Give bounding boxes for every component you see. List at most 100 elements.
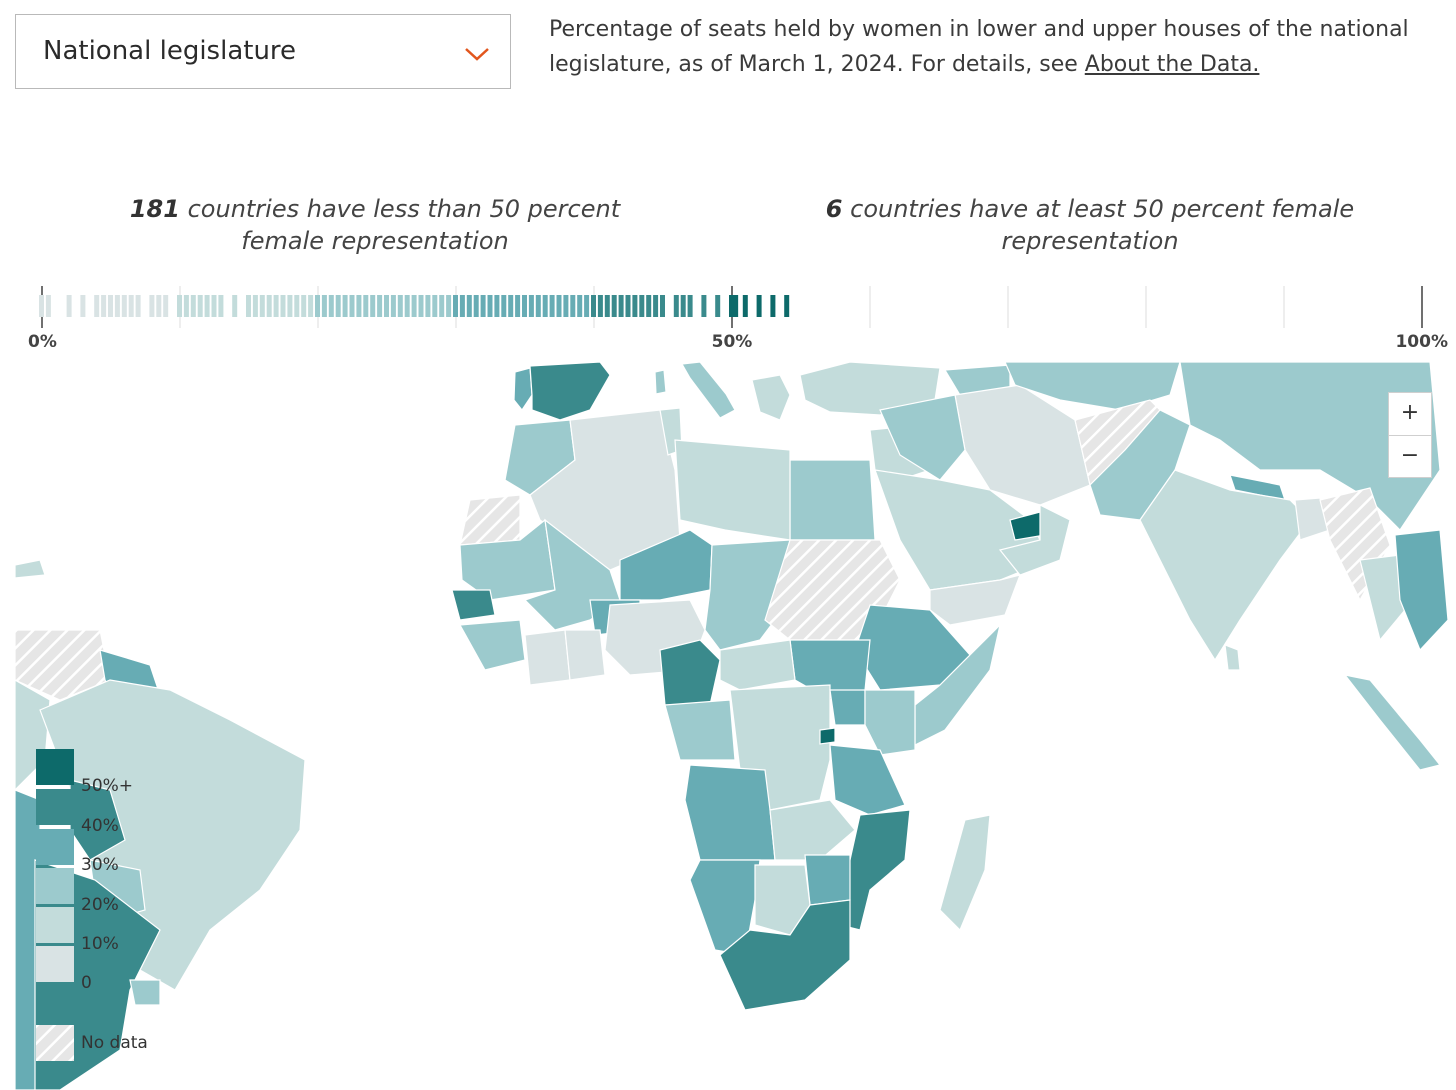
- country-tick[interactable]: [321, 295, 327, 317]
- country-tick[interactable]: [563, 295, 569, 317]
- country-tick[interactable]: [218, 295, 224, 317]
- country-tick[interactable]: [632, 295, 638, 317]
- country-tick[interactable]: [135, 295, 141, 317]
- country-tick[interactable]: [446, 295, 452, 317]
- country-tick[interactable]: [618, 295, 624, 317]
- country-tick[interactable]: [480, 295, 486, 317]
- country-tick[interactable]: [646, 295, 652, 317]
- about-data-link[interactable]: About the Data.: [1084, 52, 1260, 77]
- country-tick[interactable]: [128, 295, 134, 317]
- country-tick[interactable]: [549, 295, 555, 317]
- country-tick[interactable]: [535, 295, 541, 317]
- country-tick[interactable]: [266, 295, 272, 317]
- country-tick[interactable]: [377, 295, 383, 317]
- country-tick[interactable]: [584, 295, 590, 317]
- country-tick[interactable]: [149, 295, 155, 317]
- country-tick[interactable]: [411, 295, 417, 317]
- country-tick[interactable]: [363, 295, 369, 317]
- country-tick[interactable]: [556, 295, 562, 317]
- country-tick[interactable]: [328, 295, 334, 317]
- country-tick[interactable]: [232, 295, 238, 317]
- country-tick[interactable]: [246, 295, 251, 317]
- country-tick[interactable]: [45, 295, 51, 317]
- country-tick[interactable]: [733, 295, 739, 317]
- country-tick[interactable]: [384, 295, 389, 317]
- country-tick[interactable]: [501, 295, 507, 317]
- country-tick[interactable]: [280, 295, 286, 317]
- country-tick[interactable]: [114, 295, 120, 317]
- country-tick[interactable]: [473, 295, 479, 317]
- country-tick[interactable]: [397, 295, 403, 317]
- country-tick[interactable]: [390, 295, 396, 317]
- country-tick[interactable]: [204, 295, 210, 317]
- country-tick[interactable]: [108, 295, 113, 317]
- country-tick[interactable]: [680, 295, 686, 317]
- country-tick[interactable]: [432, 295, 438, 317]
- country-tick[interactable]: [604, 295, 610, 317]
- country-tick[interactable]: [287, 295, 293, 317]
- country-tick[interactable]: [611, 295, 617, 317]
- country-tick[interactable]: [177, 295, 182, 317]
- country-tick[interactable]: [687, 295, 693, 317]
- country-tick[interactable]: [308, 295, 314, 317]
- country-tick[interactable]: [301, 295, 307, 317]
- country-tick[interactable]: [183, 295, 189, 317]
- country-tick[interactable]: [508, 295, 514, 317]
- country-tick[interactable]: [315, 295, 320, 317]
- country-tick[interactable]: [742, 295, 748, 317]
- country-tick[interactable]: [784, 295, 790, 317]
- country-tick[interactable]: [542, 295, 548, 317]
- country-tick[interactable]: [459, 295, 465, 317]
- country-tick[interactable]: [591, 295, 596, 317]
- country-tick[interactable]: [577, 295, 583, 317]
- country-tick[interactable]: [121, 295, 127, 317]
- country-tick[interactable]: [294, 295, 300, 317]
- country-tick[interactable]: [66, 295, 72, 317]
- country-tick[interactable]: [756, 295, 762, 317]
- country-tick[interactable]: [597, 295, 603, 317]
- country-tick[interactable]: [653, 295, 659, 317]
- country-tick[interactable]: [101, 295, 107, 317]
- country-tick[interactable]: [729, 295, 734, 317]
- world-map[interactable]: [15, 362, 1456, 1090]
- country-tick[interactable]: [453, 295, 458, 317]
- country-tick[interactable]: [466, 295, 472, 317]
- country-tick[interactable]: [770, 295, 776, 317]
- country-tick[interactable]: [197, 295, 203, 317]
- country-tick[interactable]: [515, 295, 521, 317]
- country-tick[interactable]: [273, 295, 279, 317]
- country-tick[interactable]: [252, 295, 258, 317]
- country-tick[interactable]: [211, 295, 217, 317]
- country-tick[interactable]: [335, 295, 341, 317]
- country-tick[interactable]: [625, 295, 631, 317]
- zoom-out-button[interactable]: −: [1400, 443, 1420, 468]
- country-tick[interactable]: [190, 295, 196, 317]
- country-tick[interactable]: [80, 295, 86, 317]
- country-tick[interactable]: [522, 295, 527, 317]
- country-tick[interactable]: [639, 295, 645, 317]
- legend-swatch-nodata: [36, 1025, 74, 1061]
- country-tick[interactable]: [487, 295, 493, 317]
- country-tick[interactable]: [673, 295, 679, 317]
- country-tick[interactable]: [439, 295, 445, 317]
- country-tick[interactable]: [425, 295, 431, 317]
- country-tick[interactable]: [528, 295, 534, 317]
- country-tick[interactable]: [418, 295, 424, 317]
- country-tick[interactable]: [701, 295, 707, 317]
- country-tick[interactable]: [356, 295, 362, 317]
- country-tick[interactable]: [404, 295, 410, 317]
- country-tick[interactable]: [494, 295, 500, 317]
- country-tick[interactable]: [715, 295, 721, 317]
- country-tick[interactable]: [94, 295, 100, 317]
- country-tick[interactable]: [39, 295, 44, 317]
- country-tick[interactable]: [163, 295, 169, 317]
- legislature-select[interactable]: National legislature: [15, 14, 511, 89]
- country-tick[interactable]: [342, 295, 348, 317]
- country-tick[interactable]: [156, 295, 162, 317]
- country-tick[interactable]: [370, 295, 376, 317]
- country-tick[interactable]: [349, 295, 355, 317]
- country-tick[interactable]: [570, 295, 576, 317]
- zoom-in-button[interactable]: +: [1389, 393, 1431, 436]
- country-tick[interactable]: [660, 295, 665, 317]
- country-tick[interactable]: [259, 295, 265, 317]
